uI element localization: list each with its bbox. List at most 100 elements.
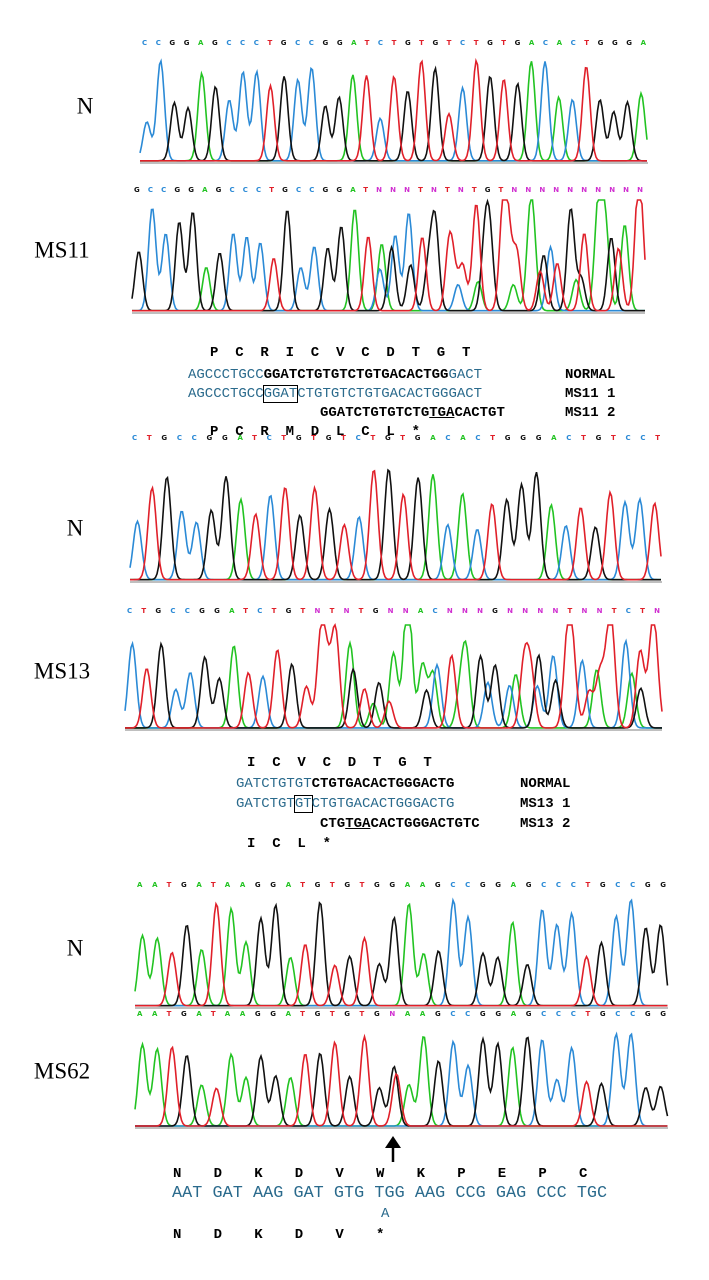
amino-acid: C bbox=[272, 755, 281, 771]
sequence-segment: TGA bbox=[345, 816, 371, 832]
sequence-row: AAT GAT AAG GAT GTG TGG AAG CCG GAG CCC … bbox=[172, 1184, 608, 1203]
sequence-segment: CACTGT bbox=[454, 405, 505, 421]
amino-acid: P bbox=[457, 1166, 466, 1182]
sequence-segment: GGAT bbox=[262, 385, 299, 403]
trace bbox=[125, 641, 662, 729]
sequence-segment: TGA bbox=[429, 405, 455, 421]
amino-acid: D bbox=[294, 1166, 304, 1182]
amino-acid: I bbox=[247, 836, 256, 852]
sequence-segment: CTGTGACACTGGGACTG bbox=[311, 776, 455, 792]
sequence-segment: AAT GAT AAG GAT GTG TGG AAG CCG GAG CCC … bbox=[172, 1184, 608, 1203]
trace bbox=[131, 198, 645, 312]
sequence-row: GATCTGTGTCTGTGACACTGGGACTG bbox=[236, 795, 455, 813]
amino-acid: C bbox=[322, 755, 331, 771]
amino-acid: M bbox=[285, 424, 294, 440]
sequence-segment: CTGTGTCTGTGACACTGGGACT bbox=[297, 386, 483, 402]
sequence-segment: AGCCCTGCC bbox=[188, 367, 264, 383]
row-label: MS13 2 bbox=[520, 816, 571, 832]
trace bbox=[135, 1033, 668, 1127]
amino-acid: P bbox=[210, 424, 219, 440]
amino-acid: C bbox=[579, 1166, 588, 1182]
sequence-row: CTGTGACACTGGGACTGTC bbox=[320, 816, 480, 832]
amino-acid: C bbox=[272, 836, 281, 852]
amino-acid: T bbox=[411, 345, 420, 361]
trace bbox=[135, 901, 668, 1007]
amino-acid: K bbox=[416, 1166, 425, 1182]
sequence-row: GATCTGTGTCTGTGACACTGGGACTG bbox=[236, 776, 454, 792]
amino-acid: C bbox=[361, 345, 370, 361]
sequence-row: AGCCCTGCCGGATCTGTGTCTGTGACACTGGGACT bbox=[188, 385, 483, 403]
amino-acid: R bbox=[260, 345, 269, 361]
sequence-row: A bbox=[381, 1206, 389, 1222]
amino-acid: D bbox=[213, 1166, 222, 1182]
amino-acid: G bbox=[398, 755, 407, 771]
sequence-segment: CTGTGACACTGGGACTG bbox=[311, 796, 455, 812]
row-label: MS11 2 bbox=[565, 405, 616, 421]
row-label: NORMAL bbox=[520, 776, 571, 792]
amino-acid: * bbox=[411, 424, 420, 440]
sample-label: MS13 bbox=[34, 658, 90, 683]
amino-acid: E bbox=[497, 1166, 507, 1182]
amino-acid: V bbox=[335, 1166, 344, 1182]
sequence-segment: A bbox=[381, 1206, 390, 1222]
amino-acid: N bbox=[173, 1227, 182, 1243]
trace bbox=[135, 901, 669, 1007]
amino-acid: D bbox=[347, 755, 357, 771]
amino-acid: V bbox=[297, 755, 306, 771]
amino-acid: P bbox=[210, 345, 219, 361]
amino-acid: C bbox=[235, 345, 244, 361]
sequence-segment: GATCTGT bbox=[236, 796, 295, 812]
amino-acid: I bbox=[285, 345, 294, 361]
amino-acid: T bbox=[423, 755, 432, 771]
row-label: NORMAL bbox=[565, 367, 616, 383]
amino-acid: * bbox=[376, 1227, 385, 1243]
row-label: MS13 1 bbox=[520, 796, 571, 812]
trace bbox=[125, 623, 663, 729]
amino-acid: C bbox=[361, 424, 370, 440]
amino-acid: C bbox=[310, 345, 320, 361]
amino-acid: D bbox=[294, 1227, 304, 1243]
amino-acid: L bbox=[336, 424, 345, 440]
amino-acid: K bbox=[254, 1227, 263, 1243]
trace bbox=[132, 199, 646, 312]
amino-acid: V bbox=[335, 1227, 344, 1243]
sequence-segment: CTG bbox=[320, 816, 346, 832]
amino-acid: D bbox=[386, 345, 395, 361]
sequence-segment: GT bbox=[293, 795, 313, 813]
sequence-segment: GGATCTGTGTCTGTGACACTGG bbox=[263, 367, 449, 383]
amino-acid: I bbox=[247, 755, 256, 771]
sequence-segment: GACT bbox=[448, 367, 483, 383]
amino-acid: G bbox=[436, 345, 446, 361]
trace bbox=[140, 57, 647, 162]
amino-acid: V bbox=[336, 345, 345, 361]
arrow-head bbox=[385, 1136, 401, 1148]
sequence-segment: GGATCTGTGTCTG bbox=[320, 405, 430, 421]
trace bbox=[135, 1035, 669, 1127]
sequence-row: AGCCCTGCCGGATCTGTGTCTGTGACACTGGGACT bbox=[188, 367, 482, 383]
amino-acid: D bbox=[213, 1227, 222, 1243]
sequence-segment: AGCCCTGCC bbox=[188, 386, 264, 402]
amino-acid: L bbox=[386, 424, 395, 440]
amino-acid: W bbox=[376, 1166, 385, 1182]
sequence-segment: GATCTGTGT bbox=[236, 776, 312, 792]
row-label: MS11 1 bbox=[565, 386, 616, 402]
amino-acid: P bbox=[538, 1166, 547, 1182]
amino-acid: T bbox=[373, 755, 382, 771]
amino-acid: K bbox=[254, 1166, 263, 1182]
amino-acid: C bbox=[235, 424, 244, 440]
sample-label: N bbox=[77, 93, 94, 118]
amino-acid: D bbox=[310, 424, 320, 440]
sample-label: MS11 bbox=[34, 237, 89, 262]
sample-label: MS62 bbox=[34, 1058, 90, 1083]
sample-label: N bbox=[67, 515, 84, 540]
sequence-row: GGATCTGTGTCTGTGACACTGT bbox=[320, 405, 505, 421]
amino-acid: N bbox=[173, 1166, 182, 1182]
